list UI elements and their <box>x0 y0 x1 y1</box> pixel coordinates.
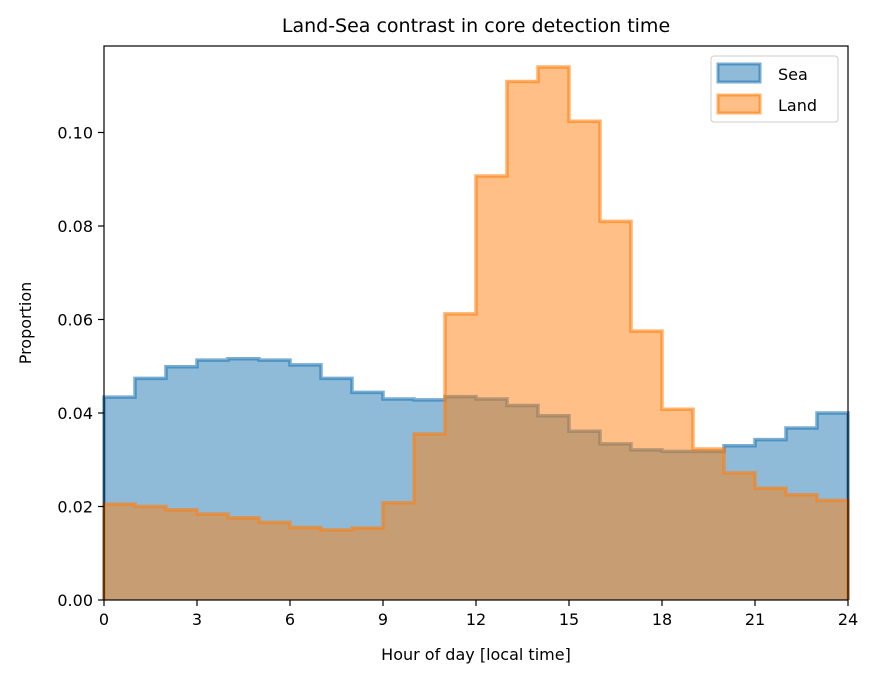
y-tick-label: 0.02 <box>57 497 93 516</box>
x-tick-label: 24 <box>838 610 858 629</box>
legend: Sea Land <box>710 55 839 123</box>
x-tick-label: 3 <box>192 610 202 629</box>
x-tick-label: 15 <box>559 610 579 629</box>
x-tick-label: 21 <box>745 610 765 629</box>
y-tick-label: 0.06 <box>57 310 93 329</box>
x-tick-label: 12 <box>466 610 486 629</box>
x-axis-label: Hour of day [local time] <box>381 645 571 664</box>
y-axis-label: Proportion <box>16 282 35 365</box>
histogram-area-land <box>104 67 848 601</box>
legend-swatch-land <box>716 93 762 115</box>
y-tick-label: 0.10 <box>57 123 93 142</box>
y-tick-label: 0.00 <box>57 591 93 610</box>
y-tick-label: 0.04 <box>57 404 93 423</box>
histogram-outline-land <box>102 65 850 600</box>
x-tick-label: 6 <box>285 610 295 629</box>
histogram-series-layer <box>102 65 850 601</box>
y-tick-label: 0.08 <box>57 217 93 236</box>
x-tick-label: 18 <box>652 610 672 629</box>
x-tick-label: 0 <box>99 610 109 629</box>
legend-label-sea: Sea <box>778 65 808 84</box>
plot-frame <box>103 45 849 601</box>
legend-swatch-sea <box>716 62 762 84</box>
axis-ticks: 0 3 6 9 12 15 18 21 24 0.00 0.02 0.04 0.06 0.08 0.10 <box>57 123 858 629</box>
x-tick-label: 9 <box>378 610 388 629</box>
legend-label-land: Land <box>778 96 817 115</box>
chart-title: Land-Sea contrast in core detection time <box>282 15 670 37</box>
